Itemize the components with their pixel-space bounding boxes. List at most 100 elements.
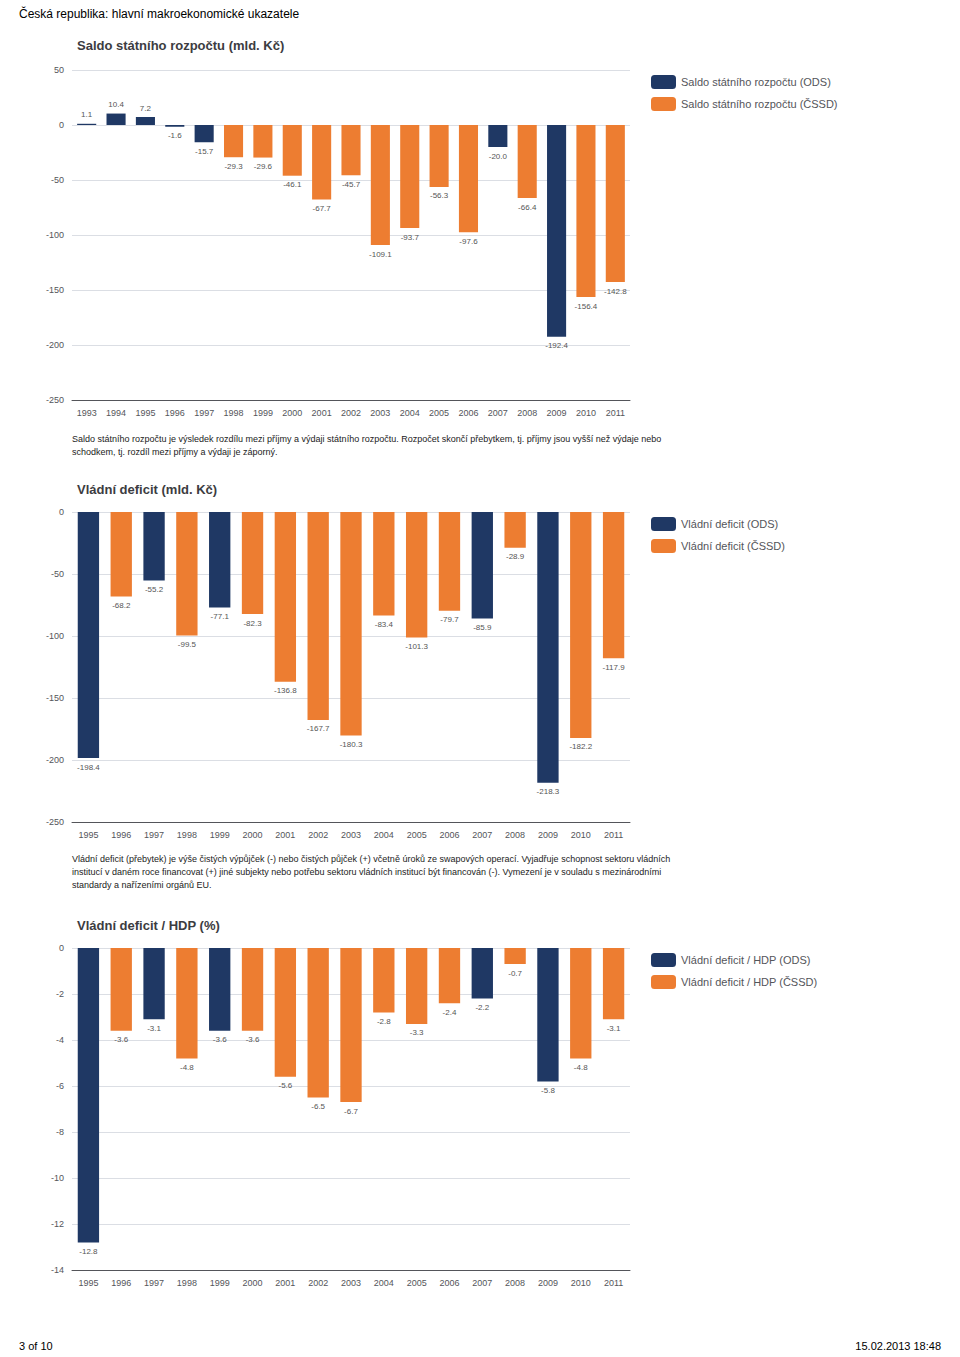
svg-text:-14: -14 [51, 1265, 64, 1275]
svg-text:Saldo státního rozpočtu je výs: Saldo státního rozpočtu je výsledek rozd… [72, 434, 661, 444]
svg-text:2000: 2000 [243, 830, 263, 840]
svg-text:-66.4: -66.4 [518, 203, 537, 212]
svg-text:-1.6: -1.6 [168, 131, 182, 140]
svg-text:-101.3: -101.3 [405, 642, 428, 651]
svg-text:-3.1: -3.1 [607, 1024, 621, 1033]
svg-text:2003: 2003 [341, 830, 361, 840]
svg-text:2009: 2009 [547, 408, 567, 418]
svg-text:-15.7: -15.7 [195, 147, 214, 156]
svg-text:-99.5: -99.5 [178, 640, 197, 649]
svg-text:-156.4: -156.4 [575, 302, 598, 311]
svg-text:1998: 1998 [224, 408, 244, 418]
svg-text:2005: 2005 [429, 408, 449, 418]
svg-text:1993: 1993 [77, 408, 97, 418]
svg-text:1995: 1995 [78, 830, 98, 840]
svg-text:-250: -250 [46, 395, 64, 405]
svg-text:0: 0 [59, 943, 64, 953]
svg-text:Vládní deficit (přebytek) je v: Vládní deficit (přebytek) je výše čistýc… [72, 854, 670, 864]
svg-text:Česká republika: hlavní makroe: Česká republika: hlavní makroekonomické … [19, 6, 299, 21]
svg-text:standardy a nařízeními orgánů: standardy a nařízeními orgánů EU. [72, 880, 212, 890]
svg-text:-67.7: -67.7 [313, 204, 332, 213]
svg-text:2007: 2007 [488, 408, 508, 418]
svg-text:-56.3: -56.3 [430, 191, 449, 200]
svg-text:1997: 1997 [144, 830, 164, 840]
svg-text:-29.3: -29.3 [224, 162, 243, 171]
svg-text:-12: -12 [51, 1219, 64, 1229]
svg-text:-100: -100 [46, 631, 64, 641]
svg-text:2002: 2002 [308, 830, 328, 840]
svg-text:2001: 2001 [275, 1278, 295, 1288]
svg-text:2007: 2007 [472, 830, 492, 840]
svg-text:1996: 1996 [111, 1278, 131, 1288]
svg-text:-45.7: -45.7 [342, 180, 361, 189]
svg-text:-180.3: -180.3 [340, 740, 363, 749]
svg-text:-46.1: -46.1 [283, 180, 302, 189]
svg-text:-77.1: -77.1 [211, 612, 230, 621]
svg-text:-12.8: -12.8 [79, 1247, 98, 1256]
svg-text:Saldo státního rozpočtu (ODS): Saldo státního rozpočtu (ODS) [681, 76, 831, 88]
svg-text:2010: 2010 [576, 408, 596, 418]
svg-text:-68.2: -68.2 [112, 601, 131, 610]
svg-text:2006: 2006 [458, 408, 478, 418]
svg-text:-50: -50 [51, 175, 64, 185]
svg-text:-200: -200 [46, 340, 64, 350]
svg-text:2000: 2000 [282, 408, 302, 418]
svg-text:-3.6: -3.6 [246, 1035, 260, 1044]
svg-text:1994: 1994 [106, 408, 126, 418]
svg-text:1998: 1998 [177, 830, 197, 840]
svg-text:2009: 2009 [538, 1278, 558, 1288]
svg-text:50: 50 [54, 65, 64, 75]
svg-text:Saldo státního rozpočtu (mld.: Saldo státního rozpočtu (mld. Kč) [77, 38, 284, 53]
svg-text:-136.8: -136.8 [274, 686, 297, 695]
svg-text:1999: 1999 [210, 830, 230, 840]
svg-text:-55.2: -55.2 [145, 585, 164, 594]
svg-text:Vládní deficit / HDP (ODS): Vládní deficit / HDP (ODS) [681, 954, 810, 966]
svg-text:1995: 1995 [78, 1278, 98, 1288]
svg-text:-182.2: -182.2 [569, 742, 592, 751]
svg-text:2002: 2002 [341, 408, 361, 418]
svg-text:-198.4: -198.4 [77, 763, 100, 772]
svg-text:1998: 1998 [177, 1278, 197, 1288]
svg-text:1997: 1997 [144, 1278, 164, 1288]
svg-text:-2: -2 [56, 989, 64, 999]
svg-text:2006: 2006 [439, 1278, 459, 1288]
svg-text:-2.8: -2.8 [377, 1017, 391, 1026]
svg-text:2009: 2009 [538, 830, 558, 840]
svg-text:2002: 2002 [308, 1278, 328, 1288]
svg-text:Vládní deficit (mld. Kč): Vládní deficit (mld. Kč) [77, 482, 217, 497]
svg-text:2011: 2011 [606, 408, 625, 418]
svg-text:2004: 2004 [374, 1278, 394, 1288]
svg-text:1997: 1997 [194, 408, 214, 418]
svg-text:2008: 2008 [517, 408, 537, 418]
svg-text:2008: 2008 [505, 830, 525, 840]
svg-text:-6.7: -6.7 [344, 1107, 358, 1116]
svg-text:Vládní deficit / HDP (ČSSD): Vládní deficit / HDP (ČSSD) [681, 976, 817, 988]
svg-text:1999: 1999 [253, 408, 273, 418]
svg-text:-2.4: -2.4 [443, 1008, 457, 1017]
svg-text:1995: 1995 [135, 408, 155, 418]
svg-text:2005: 2005 [407, 1278, 427, 1288]
svg-text:-6.5: -6.5 [311, 1102, 325, 1111]
svg-text:-50: -50 [51, 569, 64, 579]
svg-text:-3.3: -3.3 [410, 1028, 424, 1037]
svg-text:2004: 2004 [400, 408, 420, 418]
svg-text:-192.4: -192.4 [545, 341, 568, 350]
svg-text:2006: 2006 [439, 830, 459, 840]
svg-text:1996: 1996 [165, 408, 185, 418]
svg-text:-5.8: -5.8 [541, 1086, 555, 1095]
svg-text:2001: 2001 [275, 830, 295, 840]
svg-text:Vládní deficit / HDP (%): Vládní deficit / HDP (%) [77, 918, 220, 933]
svg-text:-117.9: -117.9 [603, 663, 626, 672]
svg-text:-28.9: -28.9 [506, 552, 525, 561]
svg-text:2010: 2010 [571, 830, 591, 840]
svg-text:-82.3: -82.3 [243, 619, 262, 628]
svg-text:7.2: 7.2 [140, 104, 152, 113]
svg-text:2011: 2011 [604, 830, 623, 840]
svg-text:-6: -6 [56, 1081, 64, 1091]
svg-text:2010: 2010 [571, 1278, 591, 1288]
svg-text:-0.7: -0.7 [508, 969, 522, 978]
svg-text:0: 0 [59, 120, 64, 130]
svg-text:-79.7: -79.7 [440, 615, 459, 624]
svg-text:-29.6: -29.6 [254, 162, 273, 171]
svg-text:-83.4: -83.4 [375, 620, 394, 629]
